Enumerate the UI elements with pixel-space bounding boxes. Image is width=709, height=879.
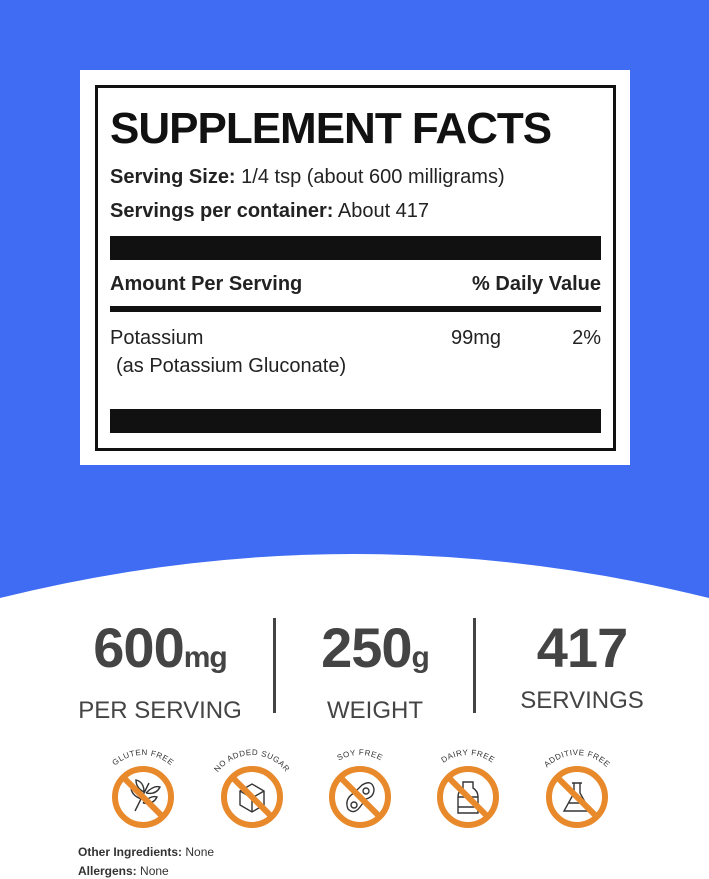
badge-row: GLUTEN FREE NO ADDED SUGAR SOY FREE DAIR… bbox=[111, 748, 612, 828]
prohibited-circle-icon bbox=[546, 766, 608, 828]
badge-gluten-free: GLUTEN FREE bbox=[111, 748, 176, 828]
prohibited-slash bbox=[337, 774, 383, 820]
divider-bar bbox=[110, 236, 601, 260]
prohibited-circle-icon bbox=[329, 766, 391, 828]
nutrient-row: Potassium (as Potassium Gluconate) 99mg 2… bbox=[110, 324, 601, 380]
badge-label: DAIRY FREE bbox=[440, 748, 497, 765]
ingredient-dv: 2% bbox=[572, 327, 601, 349]
stat-divider bbox=[273, 618, 276, 713]
supplement-facts-panel: SUPPLEMENT FACTS Serving Size: 1/4 tsp (… bbox=[80, 70, 630, 465]
divider-bar-bottom bbox=[110, 409, 601, 433]
servings-per-container: Servings per container: About 417 bbox=[110, 198, 601, 224]
table-header: Amount Per Serving % Daily Value bbox=[110, 272, 601, 296]
badge-dairy-free: DAIRY FREE bbox=[437, 748, 499, 828]
servings-label: Servings per container: bbox=[110, 200, 334, 222]
serving-size: Serving Size: 1/4 tsp (about 600 milligr… bbox=[110, 164, 601, 190]
ingredient-name: Potassium bbox=[110, 327, 204, 349]
stat-value: 417 bbox=[536, 616, 628, 679]
prohibited-slash bbox=[229, 774, 275, 820]
badge-label: ADDITIVE FREE bbox=[542, 748, 612, 769]
stat-value: 250 bbox=[321, 616, 412, 679]
badge-no-added-sugar: NO ADDED SUGAR bbox=[212, 748, 291, 828]
divider-thin bbox=[110, 306, 601, 312]
prohibited-circle-icon bbox=[437, 766, 499, 828]
badge-label: GLUTEN FREE bbox=[111, 748, 176, 767]
stat-unit: g bbox=[411, 641, 430, 674]
ingredient-source: (as Potassium Gluconate) bbox=[116, 355, 347, 377]
stat-label: SERVINGS bbox=[520, 687, 644, 714]
allergens: Allergens: None bbox=[78, 864, 169, 878]
stat-label: WEIGHT bbox=[327, 697, 423, 724]
servings-value: About 417 bbox=[337, 200, 430, 222]
serving-size-value: 1/4 tsp (about 600 milligrams) bbox=[241, 166, 505, 188]
prohibited-circle-icon bbox=[221, 766, 283, 828]
soybean-icon bbox=[346, 782, 375, 813]
badge-label: SOY FREE bbox=[336, 748, 385, 762]
stat-per-serving: 600mg PER SERVING bbox=[62, 618, 258, 726]
serving-size-label: Serving Size: bbox=[110, 166, 236, 188]
prohibited-slash bbox=[120, 774, 166, 820]
prohibited-slash bbox=[445, 774, 491, 820]
prohibited-circle-icon bbox=[112, 766, 174, 828]
facts-title: SUPPLEMENT FACTS bbox=[110, 104, 552, 153]
stat-label: PER SERVING bbox=[78, 697, 242, 724]
stat-servings: 417 SERVINGS bbox=[492, 618, 672, 716]
stat-unit: mg bbox=[183, 641, 228, 674]
amount-header: Amount Per Serving bbox=[110, 273, 303, 295]
badge-additive-free: ADDITIVE FREE bbox=[542, 748, 612, 828]
ingredient-amount: 99mg bbox=[451, 327, 502, 349]
other-ingredients-value: None bbox=[185, 845, 215, 859]
allergens-label: Allergens: bbox=[78, 864, 137, 878]
dv-header: % Daily Value bbox=[472, 273, 601, 295]
stat-divider bbox=[473, 618, 476, 713]
allergens-value: None bbox=[140, 864, 169, 878]
prohibited-slash bbox=[554, 774, 600, 820]
other-ingredients: Other Ingredients: None bbox=[78, 845, 214, 859]
other-ingredients-label: Other Ingredients: bbox=[78, 845, 183, 859]
stat-value: 600 bbox=[93, 616, 184, 679]
badge-soy-free: SOY FREE bbox=[329, 748, 391, 828]
stat-weight: 250g WEIGHT bbox=[290, 618, 460, 726]
